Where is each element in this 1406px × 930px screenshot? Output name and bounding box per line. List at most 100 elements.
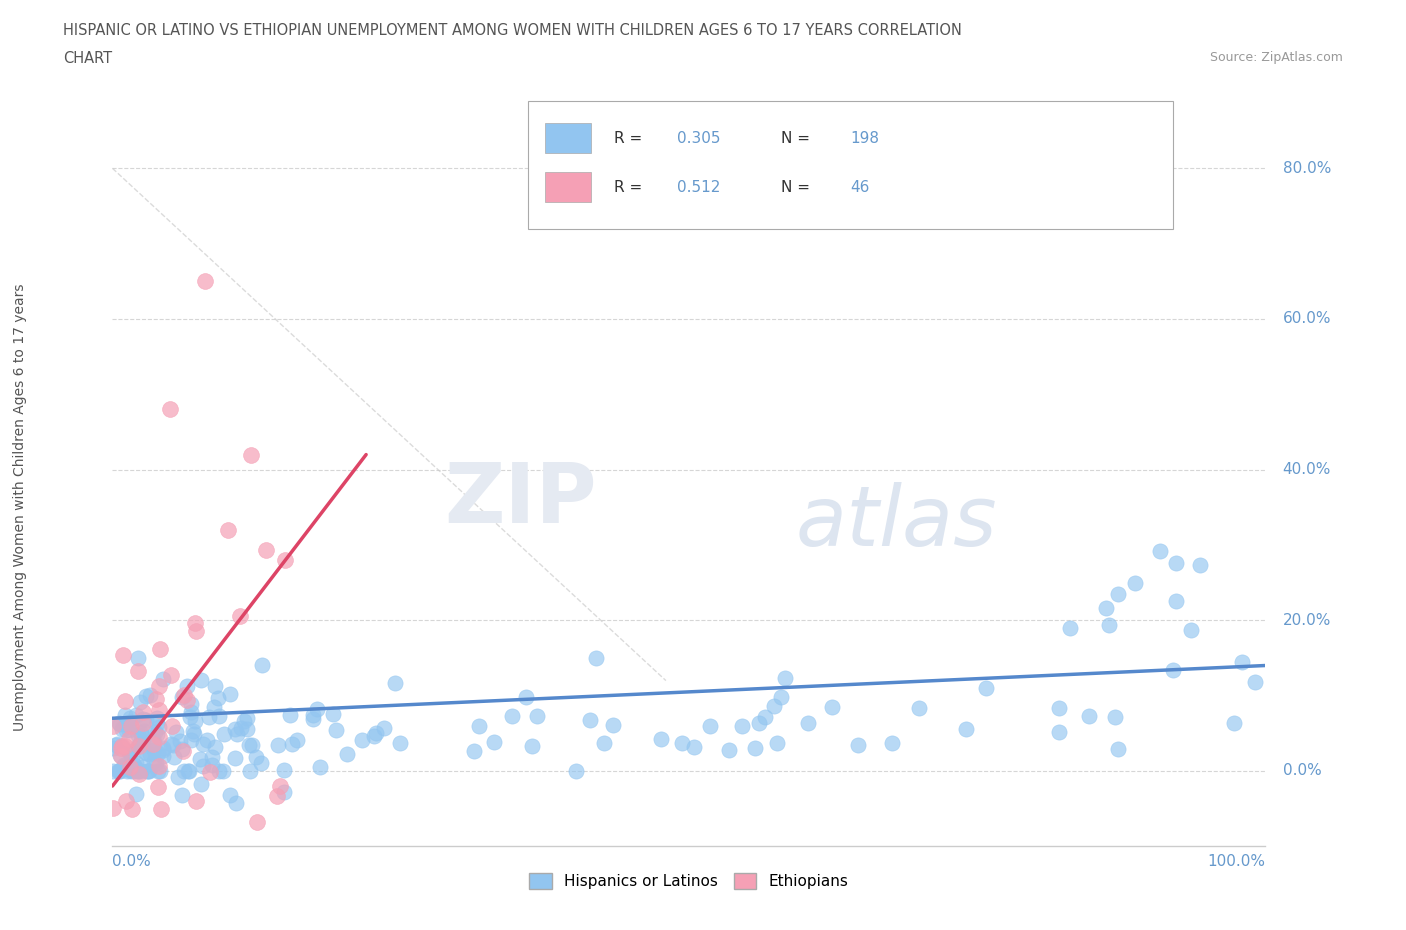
Point xyxy=(129,764,152,778)
Point xyxy=(671,736,693,751)
Point xyxy=(172,744,194,759)
Point xyxy=(201,750,224,764)
Point xyxy=(114,716,136,731)
Point xyxy=(118,723,141,737)
Point xyxy=(176,679,198,694)
Point xyxy=(565,764,588,778)
Point xyxy=(744,740,766,755)
Point xyxy=(1077,709,1099,724)
Point xyxy=(112,758,135,773)
Point xyxy=(763,698,786,713)
Point xyxy=(166,770,188,785)
Point xyxy=(143,754,166,769)
Point xyxy=(127,651,149,666)
Point xyxy=(186,624,208,639)
Text: 46: 46 xyxy=(851,179,870,194)
Point xyxy=(108,715,131,730)
Point xyxy=(128,695,150,710)
Text: CHART: CHART xyxy=(63,51,112,66)
Point xyxy=(278,708,301,723)
Point xyxy=(1123,576,1146,591)
Point xyxy=(131,734,153,749)
Point xyxy=(145,711,167,725)
Text: 0.512: 0.512 xyxy=(678,179,721,194)
Point xyxy=(207,691,229,706)
Point xyxy=(308,760,330,775)
Point xyxy=(364,725,387,740)
Point xyxy=(125,762,148,777)
Point xyxy=(748,715,770,730)
Point xyxy=(821,700,844,715)
Point xyxy=(204,678,226,693)
Point xyxy=(1059,620,1081,635)
Point xyxy=(148,703,170,718)
Point xyxy=(515,689,537,704)
Point xyxy=(467,718,489,733)
Point xyxy=(212,764,235,778)
Point xyxy=(266,737,288,752)
Text: atlas: atlas xyxy=(796,482,997,563)
Point xyxy=(252,658,274,673)
Point xyxy=(152,749,174,764)
Point xyxy=(238,737,260,752)
Point xyxy=(766,736,789,751)
Point xyxy=(1107,587,1129,602)
Point xyxy=(146,726,169,741)
Point xyxy=(149,764,172,778)
Point xyxy=(127,764,149,778)
Point xyxy=(114,708,136,723)
Point xyxy=(224,722,246,737)
Text: 0.305: 0.305 xyxy=(678,131,721,146)
Point xyxy=(127,727,149,742)
Point xyxy=(273,763,295,777)
Point xyxy=(162,737,184,752)
Point xyxy=(170,690,193,705)
Point xyxy=(1223,715,1246,730)
Text: ZIP: ZIP xyxy=(444,459,596,540)
Point xyxy=(198,710,221,724)
Point xyxy=(117,760,139,775)
Point xyxy=(578,713,600,728)
Point xyxy=(101,719,124,734)
Point xyxy=(145,755,167,770)
Point xyxy=(114,738,136,753)
Point xyxy=(1104,710,1126,724)
Point xyxy=(1047,724,1070,739)
Point xyxy=(1161,662,1184,677)
Point xyxy=(148,759,170,774)
Point xyxy=(162,750,184,764)
Text: R =: R = xyxy=(614,179,647,194)
Point xyxy=(389,736,412,751)
Point xyxy=(150,802,173,817)
Point xyxy=(111,648,134,663)
Point xyxy=(190,672,212,687)
Point xyxy=(125,708,148,723)
Point xyxy=(172,788,194,803)
Point xyxy=(128,737,150,752)
Point xyxy=(699,718,721,733)
Point xyxy=(110,738,132,753)
Point xyxy=(169,734,191,749)
Point xyxy=(118,745,141,760)
Point xyxy=(121,751,143,765)
Point xyxy=(484,735,506,750)
Point xyxy=(101,800,124,815)
Point xyxy=(242,737,264,752)
Point xyxy=(152,743,174,758)
Point xyxy=(132,704,155,719)
Point xyxy=(274,552,297,567)
Point xyxy=(846,737,869,752)
Point xyxy=(145,724,167,739)
Point xyxy=(135,746,157,761)
Point xyxy=(159,668,181,683)
Point xyxy=(165,724,187,739)
Point xyxy=(159,402,181,417)
Point xyxy=(325,723,347,737)
Point xyxy=(198,764,221,779)
Point xyxy=(143,742,166,757)
Point xyxy=(190,751,212,766)
Text: 100.0%: 100.0% xyxy=(1208,854,1265,869)
Point xyxy=(114,694,136,709)
Text: Source: ZipAtlas.com: Source: ZipAtlas.com xyxy=(1209,51,1343,64)
Point xyxy=(117,743,139,758)
